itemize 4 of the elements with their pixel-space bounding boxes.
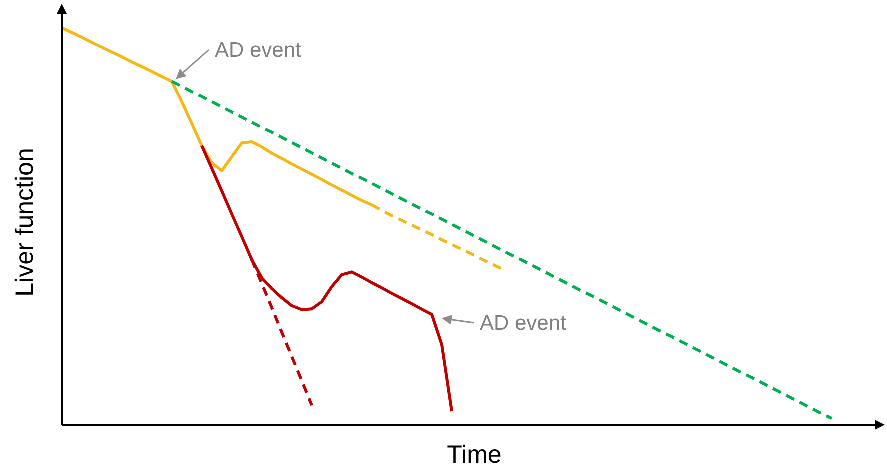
- y-axis-title: Liver function: [11, 148, 39, 297]
- x-axis-title: Time: [447, 441, 502, 469]
- annotation: AD event: [480, 312, 567, 335]
- annotation: AD event: [215, 39, 302, 62]
